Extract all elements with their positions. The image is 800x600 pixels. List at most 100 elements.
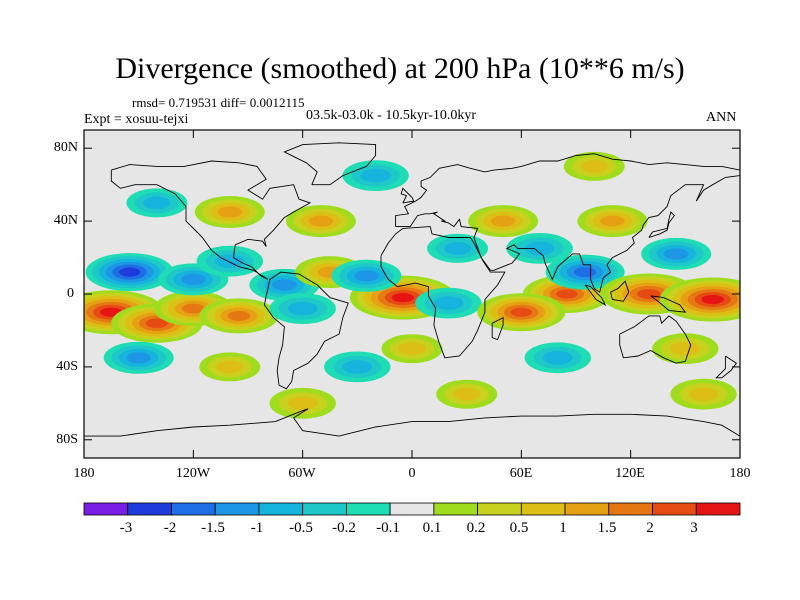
divergence-contour-fill: [215, 254, 245, 268]
colorbar-label: -2: [163, 520, 177, 536]
y-tick-0: 0: [67, 286, 74, 301]
sumatra-outline: [584, 284, 607, 307]
colorbar-label: 0.2: [466, 520, 486, 536]
divergence-contour-fill: [688, 387, 719, 402]
divergence-contour-fill: [360, 168, 391, 183]
antarctica-outline: [84, 408, 740, 437]
plot-title: Divergence (smoothed) at 200 hPa (10**6 …: [115, 52, 685, 85]
experiment-label: Expt = xosuu-tejxi: [84, 112, 189, 127]
divergence-contour-fill: [287, 301, 318, 316]
eurasia-outline: [395, 153, 740, 293]
x-tick-180e: 180: [729, 466, 751, 481]
colorbar-swatch: [433, 502, 478, 516]
africa-outline: [380, 226, 506, 359]
japan-outline: [648, 211, 675, 238]
colorbar-swatch: [214, 502, 260, 516]
colorbar-swatch: [520, 502, 566, 516]
colorbar-label: -0.5: [289, 520, 313, 536]
divergence-contour-fill: [354, 270, 379, 282]
divergence-contour-fill: [444, 242, 472, 255]
colorbar-label: -3: [119, 520, 133, 536]
colorbar-label: -0.2: [332, 520, 356, 536]
colorbar-swatch: [564, 502, 610, 516]
divergence-contour-fill: [287, 396, 318, 411]
divergence-contour-fill: [453, 387, 481, 401]
rmsd-diff-stats: rmsd= 0.719531 diff= 0.0012115: [132, 95, 305, 110]
x-tick-0: 0: [408, 466, 416, 481]
colorbar-swatch: [608, 502, 653, 516]
divergence-contour-fill: [510, 307, 532, 317]
divergence-contour-fill: [308, 215, 334, 227]
colorbar-swatch: [302, 502, 347, 516]
colorbar-swatch: [127, 502, 172, 516]
divergence-contour-fill: [181, 273, 206, 285]
colorbar-label: 0.1: [422, 520, 442, 536]
divergence-contour-fill: [490, 215, 516, 227]
x-tick-60e: 60E: [509, 466, 533, 481]
colorbar-label: 0.5: [509, 520, 529, 536]
divergence-contour-fill: [670, 341, 701, 356]
x-tick-120e: 120E: [615, 466, 645, 481]
period-label: 03.5k-03.0k - 10.5kyr-10.0kyr: [306, 108, 477, 123]
divergence-contour-fill: [398, 342, 426, 356]
y-tick-80n: 80N: [53, 140, 78, 155]
british-isles-outline: [400, 187, 415, 204]
colorbar-label: -0.1: [376, 520, 400, 536]
continent-outlines: [84, 142, 740, 437]
divergence-contour-fill: [573, 267, 597, 278]
x-tick-120w: 120W: [175, 466, 211, 481]
divergence-contour-fill: [524, 241, 555, 256]
divergence-contour-fill: [126, 352, 151, 364]
colorbar-swatch: [258, 502, 304, 516]
south-america-outline: [263, 271, 349, 390]
colorbar-swatch: [477, 502, 522, 516]
divergence-contour-fill: [227, 310, 251, 321]
north-america-outline: [110, 160, 312, 280]
colorbar-swatch: [83, 502, 129, 516]
y-tick-80s: 80S: [56, 432, 78, 447]
divergence-contour-fill: [637, 289, 661, 299]
divergence-contour-fill: [145, 318, 168, 329]
new-guinea-outline: [650, 295, 687, 313]
borneo-outline: [610, 280, 630, 302]
divergence-contour-fill: [701, 294, 724, 305]
divergence-contour-fill: [143, 196, 171, 210]
colorbar: [83, 502, 741, 516]
y-tick-40n: 40N: [53, 213, 78, 228]
colorbar-swatch: [652, 502, 697, 516]
colorbar-swatch: [171, 502, 216, 516]
colorbar-swatch: [345, 502, 391, 516]
season-label: ANN: [706, 110, 737, 125]
axis-ticks: [83, 130, 741, 458]
new-zealand-outline: [715, 355, 738, 379]
colorbar-swatch: [695, 502, 741, 516]
colorbar-label: 1.5: [597, 520, 617, 536]
divergence-contour-fill: [118, 267, 141, 277]
y-tick-40s: 40S: [56, 359, 78, 374]
divergence-contour-fill: [391, 293, 415, 303]
divergence-contour-fill: [216, 360, 244, 374]
divergence-contour-fill: [580, 160, 608, 173]
divergence-field: [84, 130, 740, 458]
colorbar-label: 1: [559, 520, 567, 536]
colorbar-label: -1: [250, 520, 264, 536]
x-tick-180w: 180: [73, 466, 95, 481]
divergence-contour-fill: [342, 360, 373, 374]
divergence-contour-fill: [543, 351, 573, 365]
colorbar-swatch: [389, 502, 435, 516]
madagascar-outline: [491, 316, 504, 341]
divergence-contour-fill: [600, 215, 625, 227]
colorbar-label: 2: [646, 520, 654, 536]
divergence-contour-fill: [556, 289, 578, 299]
australia-outline: [619, 315, 692, 364]
colorbar-label: -1.5: [201, 520, 225, 536]
divergence-contour-fill: [433, 296, 464, 310]
divergence-contour-fill: [272, 279, 297, 291]
divergence-contour-fill: [182, 303, 205, 314]
x-tick-60w: 60W: [288, 466, 316, 481]
divergence-contour-fill: [664, 248, 689, 260]
colorbar-label: 3: [690, 520, 698, 536]
divergence-contour-fill: [217, 206, 242, 218]
greenland-outline: [283, 142, 377, 186]
